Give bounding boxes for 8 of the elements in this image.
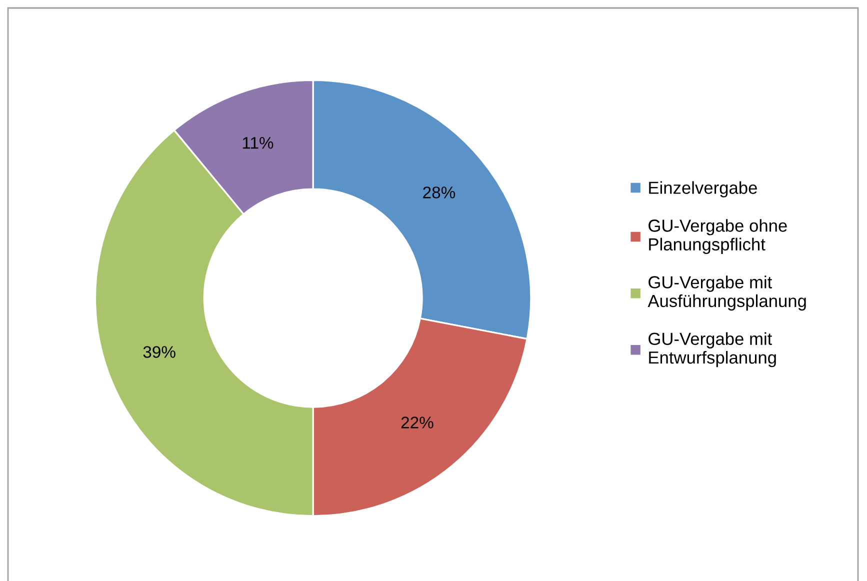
data-label: 11% — [242, 137, 274, 149]
data-label: 39% — [143, 346, 176, 358]
data-label: 22% — [401, 416, 434, 428]
legend-label: GU-Vergabe mit Ausführungsplanung — [648, 276, 806, 311]
legend-label: GU-Vergabe ohne Planungspflicht — [648, 219, 787, 254]
data-label: 28% — [423, 186, 456, 198]
legend-label: Einzelvergabe — [649, 181, 757, 198]
legend-label: GU-Vergabe mit Entwurfsplanung — [648, 332, 776, 368]
